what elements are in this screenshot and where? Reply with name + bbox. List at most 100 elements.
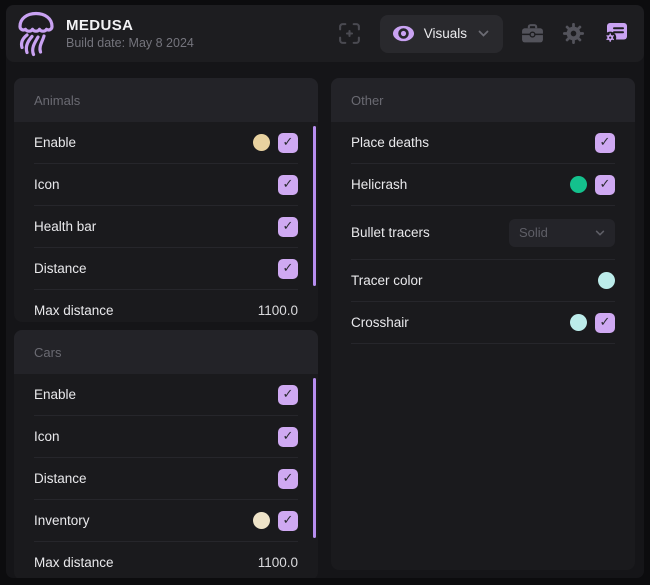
row-crosshair: Crosshair ✓ — [351, 302, 615, 344]
row-controls: ✓ — [278, 174, 298, 195]
value-field[interactable]: 1100.0 — [257, 303, 298, 318]
row-controls: Solid — [509, 218, 615, 247]
color-swatch[interactable] — [570, 176, 587, 193]
visuals-dropdown-label: Visuals — [423, 26, 467, 41]
panel-cars-rows: Enable ✓ Icon ✓ Distance ✓ Inventory ✓ Max dista… — [14, 374, 318, 578]
brand: MEDUSA Build date: May 8 2024 — [6, 11, 194, 57]
row-place-deaths: Place deaths ✓ — [351, 122, 615, 164]
gear-icon — [562, 22, 585, 45]
row-label: Health bar — [34, 219, 97, 234]
color-swatch[interactable] — [253, 512, 270, 529]
row-label: Enable — [34, 135, 77, 150]
row-max-distance: Max distance 1100.0 — [34, 542, 298, 578]
panel-title: Other — [351, 92, 384, 108]
row-max-distance: Max distance 1100.0 — [34, 290, 298, 322]
dropdown-value: Solid — [519, 225, 548, 240]
row-controls: ✓ — [278, 426, 298, 447]
row-label: Distance — [34, 471, 87, 486]
panel-other-rows: Place deaths ✓ Helicrash ✓ Bullet tracers Sol… — [331, 122, 635, 344]
color-swatch[interactable] — [253, 134, 270, 151]
checkbox[interactable]: ✓ — [278, 384, 298, 405]
checkbox[interactable]: ✓ — [278, 216, 298, 237]
top-bar: MEDUSA Build date: May 8 2024 — [6, 5, 644, 62]
row-label: Icon — [34, 429, 60, 444]
briefcase-button[interactable] — [521, 23, 544, 44]
checkbox[interactable]: ✓ — [595, 132, 615, 153]
row-icon: Icon ✓ — [34, 416, 298, 458]
row-label: Place deaths — [351, 135, 430, 150]
row-distance: Distance ✓ — [34, 248, 298, 290]
row-label: Max distance — [34, 555, 114, 570]
jellyfish-logo-icon — [16, 11, 56, 57]
focus-scan-button[interactable] — [337, 21, 362, 46]
panel-animals-rows: Enable ✓ Icon ✓ Health bar ✓ Distance ✓ Max dist… — [14, 122, 318, 322]
row-health-bar: Health bar ✓ — [34, 206, 298, 248]
row-controls: ✓ — [570, 174, 615, 195]
row-helicrash: Helicrash ✓ — [351, 164, 615, 206]
row-bullet-tracers: Bullet tracers Solid — [351, 206, 615, 260]
checkbox[interactable]: ✓ — [278, 468, 298, 489]
dropdown[interactable]: Solid — [509, 218, 615, 247]
panel-cars-header: Cars — [14, 330, 318, 374]
eye-icon — [392, 25, 415, 42]
row-controls: ✓ — [278, 216, 298, 237]
value-field[interactable]: 1100.0 — [257, 555, 298, 570]
row-controls: ✓ — [278, 258, 298, 279]
checkbox[interactable]: ✓ — [278, 426, 298, 447]
row-label: Distance — [34, 261, 87, 276]
row-label: Max distance — [34, 303, 114, 318]
checkbox[interactable]: ✓ — [278, 174, 298, 195]
panel-cars: Cars Enable ✓ Icon ✓ Distance ✓ Inventory ✓ Max … — [14, 330, 318, 578]
row-controls: ✓ — [253, 132, 298, 153]
build-date: Build date: May 8 2024 — [66, 35, 194, 50]
row-controls — [598, 272, 615, 289]
row-controls: ✓ — [278, 468, 298, 489]
panel-animals-header: Animals — [14, 78, 318, 122]
top-bar-actions: Visuals — [337, 14, 644, 53]
row-inventory: Inventory ✓ — [34, 500, 298, 542]
main-surface: MEDUSA Build date: May 8 2024 — [6, 5, 644, 578]
row-controls: ✓ — [278, 384, 298, 405]
row-icon: Icon ✓ — [34, 164, 298, 206]
row-enable: Enable ✓ — [34, 374, 298, 416]
row-controls: ✓ — [595, 132, 615, 153]
briefcase-icon — [521, 23, 544, 44]
row-label: Enable — [34, 387, 77, 402]
script-license-icon — [603, 22, 628, 45]
panel-title: Animals — [34, 92, 81, 108]
scrollbar[interactable] — [313, 126, 316, 286]
panel-title: Cars — [34, 344, 62, 360]
settings-button[interactable] — [562, 22, 585, 45]
row-label: Helicrash — [351, 177, 408, 192]
row-controls: ✓ — [253, 510, 298, 531]
panel-animals: Animals Enable ✓ Icon ✓ Health bar ✓ Distance ✓… — [14, 78, 318, 322]
row-distance: Distance ✓ — [34, 458, 298, 500]
row-controls: ✓ — [570, 312, 615, 333]
color-swatch[interactable] — [570, 314, 587, 331]
row-label: Crosshair — [351, 315, 409, 330]
chevron-down-icon — [478, 30, 489, 37]
row-enable: Enable ✓ — [34, 122, 298, 164]
color-swatch[interactable] — [598, 272, 615, 289]
focus-scan-icon — [337, 21, 362, 46]
chevron-down-icon — [595, 230, 605, 236]
row-label: Bullet tracers — [351, 225, 430, 240]
panel-other: Other Place deaths ✓ Helicrash ✓ Bullet trac… — [331, 78, 635, 570]
checkbox[interactable]: ✓ — [278, 132, 298, 153]
checkbox[interactable]: ✓ — [278, 510, 298, 531]
brand-text: MEDUSA Build date: May 8 2024 — [66, 17, 194, 51]
row-tracer-color: Tracer color — [351, 260, 615, 302]
checkbox[interactable]: ✓ — [595, 312, 615, 333]
row-controls: 1100.0 — [258, 303, 298, 318]
scrollbar[interactable] — [313, 378, 316, 538]
row-label: Icon — [34, 177, 60, 192]
row-label: Inventory — [34, 513, 90, 528]
checkbox[interactable]: ✓ — [278, 258, 298, 279]
checkbox[interactable]: ✓ — [595, 174, 615, 195]
visuals-dropdown-button[interactable]: Visuals — [379, 14, 503, 53]
app-title: MEDUSA — [66, 16, 134, 34]
script-manager-button[interactable] — [603, 22, 628, 45]
row-controls: 1100.0 — [258, 555, 298, 570]
panel-other-header: Other — [331, 78, 635, 122]
